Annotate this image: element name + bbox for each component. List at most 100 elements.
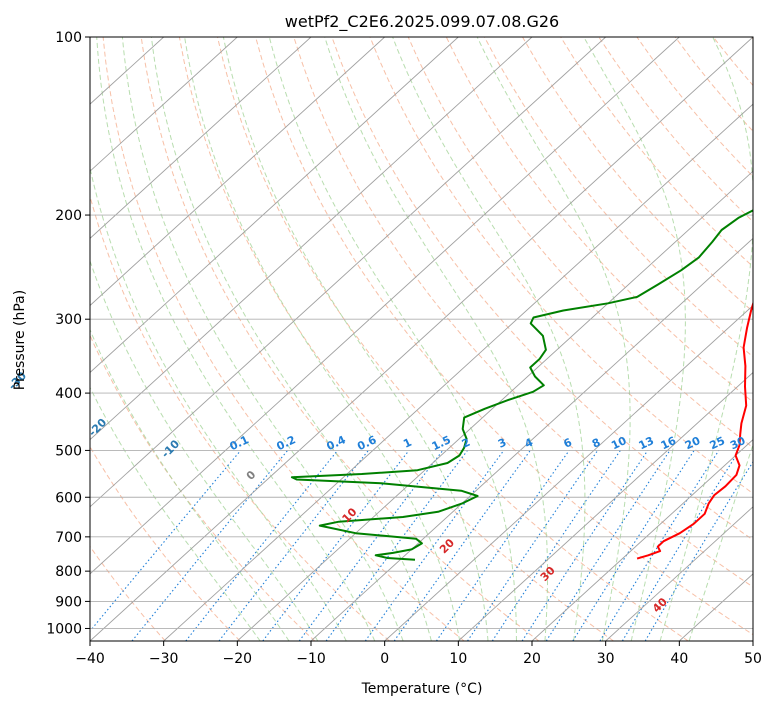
isotherm-line <box>90 37 459 374</box>
y-tick-label: 600 <box>55 490 82 506</box>
isotherm-line <box>90 37 312 239</box>
x-tick-label: −10 <box>296 651 326 667</box>
y-tick-label: 300 <box>55 312 82 328</box>
moist-adiabat-line <box>659 37 753 641</box>
y-tick-label: 200 <box>55 208 82 224</box>
y-tick-label: 900 <box>55 594 82 610</box>
mixing-ratio-label: 3 <box>496 436 508 451</box>
x-tick-label: −20 <box>223 651 253 667</box>
isotherm-line <box>163 103 753 641</box>
dry-adiabat-line <box>178 37 614 641</box>
y-tick-label: 1000 <box>46 621 82 637</box>
dry-adiabat-label: 20 <box>437 536 457 556</box>
mixing-ratio-line <box>298 450 444 641</box>
moist-adiabat-line <box>688 443 753 641</box>
dry-adiabat-line <box>636 37 753 178</box>
mixing-ratio-label: 6 <box>562 436 575 451</box>
dry-adiabat-line <box>140 37 540 641</box>
x-tick-label: −30 <box>149 651 179 667</box>
mixing-ratio-label: 2 <box>460 436 472 451</box>
dry-adiabat-line <box>217 37 689 641</box>
isotherm-line <box>90 37 607 508</box>
moist-adiabat-line <box>90 259 319 641</box>
mixing-ratio-line <box>644 460 753 641</box>
mixing-ratio-label: 1 <box>401 436 413 451</box>
dry-adiabat-line <box>674 37 753 132</box>
series-lines <box>290 209 753 561</box>
moist-adiabat-line <box>583 37 686 641</box>
isotherm-line <box>605 506 753 641</box>
isotherm-line <box>90 37 533 441</box>
dry-adiabat-line <box>522 37 753 313</box>
moist-adiabat-line <box>90 386 261 641</box>
dry-adiabat-label: 0 <box>244 468 259 483</box>
x-tick-label: 40 <box>670 651 688 667</box>
mixing-ratio-line <box>467 450 599 641</box>
mixing-ratio-label: 30 <box>728 434 748 452</box>
isotherm-line <box>236 170 753 641</box>
mixing-ratio-line <box>545 450 671 641</box>
in-plot-labels: 0.10.20.40.611.523468101316202530-100-90… <box>6 369 748 615</box>
mixing-ratio-line <box>185 450 339 641</box>
isotherm-line <box>90 37 386 307</box>
dewpoint-line <box>290 209 753 561</box>
dry-adiabat-line <box>407 37 753 449</box>
x-tick-label: 10 <box>449 651 467 667</box>
x-axis: −40 −30 −20 −10 0 10 20 30 40 50 <box>75 641 762 667</box>
mixing-ratio-line <box>90 450 242 632</box>
dry-adiabat-line <box>90 194 390 641</box>
moist-adiabat-line <box>121 37 404 641</box>
dry-adiabat-line <box>102 37 465 641</box>
dry-adiabat-line <box>369 37 753 495</box>
mixing-ratio-line <box>491 450 621 641</box>
isotherm-line <box>384 304 753 641</box>
isotherm-line <box>90 37 238 172</box>
moist-adiabat-line <box>222 37 489 641</box>
moist-adiabat-line <box>150 37 432 641</box>
moist-adiabat-line <box>392 37 586 641</box>
isotherm-line <box>752 640 753 641</box>
x-tick-label: 0 <box>380 651 389 667</box>
y-tick-label: 500 <box>55 443 82 459</box>
isotherm-line <box>310 237 753 641</box>
plot-frame <box>89 36 754 642</box>
isotherm-line <box>90 37 753 641</box>
y-tick-label: 700 <box>55 530 82 546</box>
mixing-ratio-line <box>262 450 410 641</box>
x-tick-label: 50 <box>744 651 762 667</box>
background-lines <box>90 37 753 641</box>
chart-title: wetPf2_C2E6.2025.099.07.08.G26 <box>285 12 559 32</box>
mixing-ratio-line <box>131 450 289 641</box>
x-axis-title: Temperature (°C) <box>361 681 483 697</box>
moist-adiabat-line <box>324 37 549 641</box>
mixing-ratio-label: 8 <box>590 436 602 451</box>
x-tick-label: 30 <box>597 651 615 667</box>
isotherm-line <box>531 439 753 641</box>
mixing-ratio-label: 13 <box>637 434 656 452</box>
mixing-ratio-line <box>364 450 505 641</box>
dry-adiabat-line <box>560 37 753 268</box>
dry-adiabat-line <box>445 37 753 403</box>
dry-adiabat-line <box>90 445 241 641</box>
dry-adiabat-line <box>331 37 753 541</box>
y-axis: 100 200 300 400 500 600 700 800 900 1000 <box>46 30 90 637</box>
y-tick-label: 800 <box>55 564 82 580</box>
mixing-ratio-line <box>435 450 570 641</box>
mixing-ratio-label: 10 <box>609 434 629 452</box>
moist-adiabat-line <box>90 328 290 641</box>
y-tick-label: 400 <box>55 386 82 402</box>
grid-lines <box>90 37 753 641</box>
mixing-ratio-line <box>325 450 468 641</box>
mixing-ratio-label: 20 <box>683 434 703 452</box>
dry-adiabat-line <box>750 37 753 40</box>
x-tick-label: −40 <box>75 651 105 667</box>
mixing-ratio-label: 25 <box>708 434 727 452</box>
moist-adiabat-line <box>90 165 347 641</box>
temperature-line <box>636 300 753 560</box>
dry-adiabat-line <box>90 334 316 641</box>
dry-adiabat-line <box>293 37 753 588</box>
moist-adiabat-line <box>476 37 631 641</box>
mixing-ratio-line <box>521 450 649 641</box>
isotherm-line <box>90 37 680 575</box>
